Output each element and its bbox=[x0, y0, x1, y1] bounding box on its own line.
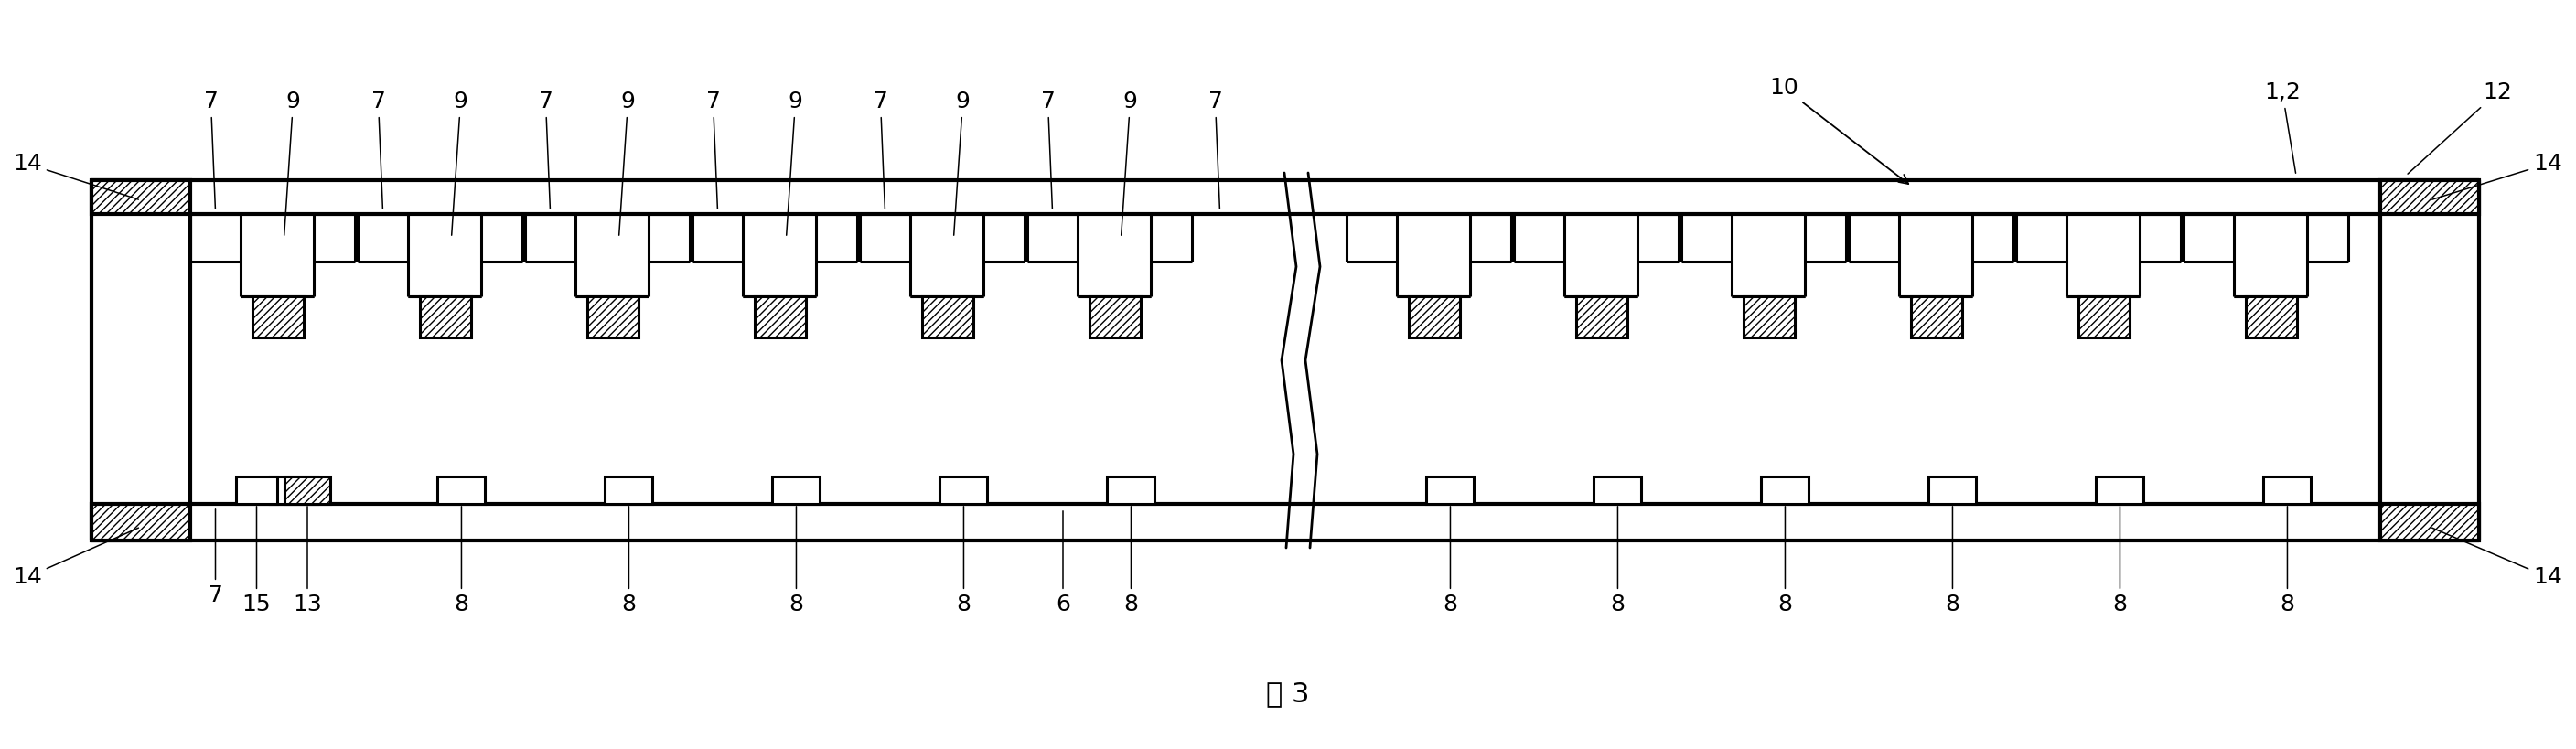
Text: 8: 8 bbox=[1443, 506, 1458, 616]
Text: 9: 9 bbox=[1121, 91, 1139, 235]
Bar bbox=[1090, 297, 1141, 338]
Text: 13: 13 bbox=[294, 506, 322, 616]
Bar bbox=[2380, 504, 2478, 541]
Text: 7: 7 bbox=[371, 91, 386, 209]
Bar bbox=[93, 181, 191, 214]
Text: 8: 8 bbox=[2112, 506, 2128, 616]
Bar bbox=[1427, 476, 1473, 504]
Text: 7: 7 bbox=[1208, 91, 1224, 209]
Text: 9: 9 bbox=[451, 91, 469, 235]
Text: 14: 14 bbox=[13, 153, 139, 199]
Text: 9: 9 bbox=[618, 91, 636, 235]
Bar bbox=[587, 297, 639, 338]
Bar bbox=[283, 476, 330, 504]
Bar bbox=[1409, 297, 1461, 338]
Bar bbox=[2079, 297, 2130, 338]
Text: 8: 8 bbox=[453, 506, 469, 616]
Bar bbox=[2264, 476, 2311, 504]
Bar bbox=[270, 476, 317, 504]
Bar bbox=[1577, 297, 1628, 338]
Text: 8: 8 bbox=[788, 506, 804, 616]
Bar bbox=[2097, 476, 2143, 504]
Bar bbox=[1595, 476, 1641, 504]
Text: 8: 8 bbox=[1610, 506, 1625, 616]
Text: 8: 8 bbox=[621, 506, 636, 616]
Text: 9: 9 bbox=[786, 91, 804, 235]
Text: 14: 14 bbox=[2432, 153, 2563, 199]
Text: 1,2: 1,2 bbox=[2264, 82, 2300, 173]
Bar bbox=[252, 297, 304, 338]
Bar bbox=[1762, 476, 1808, 504]
Bar bbox=[420, 297, 471, 338]
Bar bbox=[1929, 476, 1976, 504]
Text: 7: 7 bbox=[1041, 91, 1056, 209]
Bar bbox=[755, 297, 806, 338]
Bar bbox=[922, 297, 974, 338]
Bar bbox=[605, 476, 652, 504]
Bar bbox=[237, 476, 278, 504]
Text: 6: 6 bbox=[1056, 511, 1069, 616]
Text: 14: 14 bbox=[13, 528, 139, 588]
Text: 7: 7 bbox=[538, 91, 554, 209]
Text: 8: 8 bbox=[1945, 506, 1960, 616]
Text: 图 3: 图 3 bbox=[1267, 681, 1309, 707]
Text: 9: 9 bbox=[953, 91, 971, 235]
Text: 8: 8 bbox=[956, 506, 971, 616]
Text: 15: 15 bbox=[242, 506, 270, 616]
Bar bbox=[93, 504, 191, 541]
Text: 7: 7 bbox=[873, 91, 889, 209]
Bar bbox=[1911, 297, 1963, 338]
Text: 14: 14 bbox=[2432, 528, 2563, 588]
Text: 12: 12 bbox=[2409, 82, 2512, 174]
Text: 9: 9 bbox=[283, 91, 301, 235]
Bar bbox=[773, 476, 819, 504]
Bar bbox=[438, 476, 484, 504]
Text: 8: 8 bbox=[2280, 506, 2295, 616]
Text: 8: 8 bbox=[1123, 506, 1139, 616]
Bar bbox=[1108, 476, 1154, 504]
Bar bbox=[1744, 297, 1795, 338]
Bar bbox=[2246, 297, 2298, 338]
Text: 10: 10 bbox=[1770, 77, 1909, 184]
Text: 7: 7 bbox=[209, 509, 222, 607]
Text: 8: 8 bbox=[1777, 506, 1793, 616]
Bar bbox=[2380, 181, 2478, 214]
Text: 7: 7 bbox=[204, 91, 219, 209]
Text: 7: 7 bbox=[706, 91, 721, 209]
Bar bbox=[940, 476, 987, 504]
